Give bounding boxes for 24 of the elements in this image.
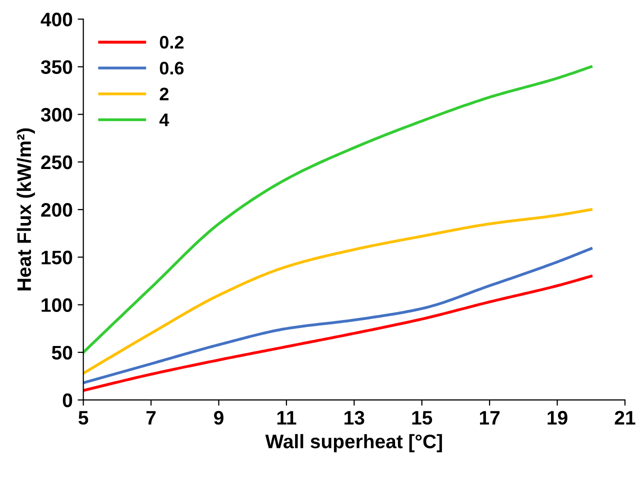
x-tick-label: 17	[480, 411, 500, 424]
legend-label: 0.6	[160, 62, 184, 75]
legend-label: 4	[159, 114, 170, 126]
x-tick-label: 13	[344, 410, 364, 425]
y-tick-label: 100	[42, 298, 72, 312]
x-tick-label: 9	[214, 410, 224, 425]
y-tick-label: 150	[42, 250, 72, 264]
x-tick-label: 21	[614, 410, 636, 424]
y-tick-label: 50	[52, 346, 72, 360]
y-tick-label: 300	[40, 108, 72, 122]
x-tick-label: 7	[146, 411, 156, 424]
y-axis-title: Heat Flux (kW/m²)	[16, 128, 35, 290]
y-tick-label: 0	[62, 393, 72, 408]
x-tick-label: 5	[78, 411, 88, 425]
y-tick-label: 400	[40, 12, 72, 26]
legend-label: 0.2	[160, 36, 184, 49]
legend-label: 2	[160, 88, 168, 100]
y-tick-label: 250	[41, 155, 72, 170]
x-tick-label: 15	[412, 411, 432, 425]
x-tick-label: 11	[277, 411, 296, 424]
y-tick-label: 200	[41, 203, 72, 217]
x-tick-label: 19	[548, 410, 568, 425]
x-axis-title: Wall superheat [°C]	[265, 434, 442, 452]
y-tick-label: 350	[40, 60, 72, 74]
